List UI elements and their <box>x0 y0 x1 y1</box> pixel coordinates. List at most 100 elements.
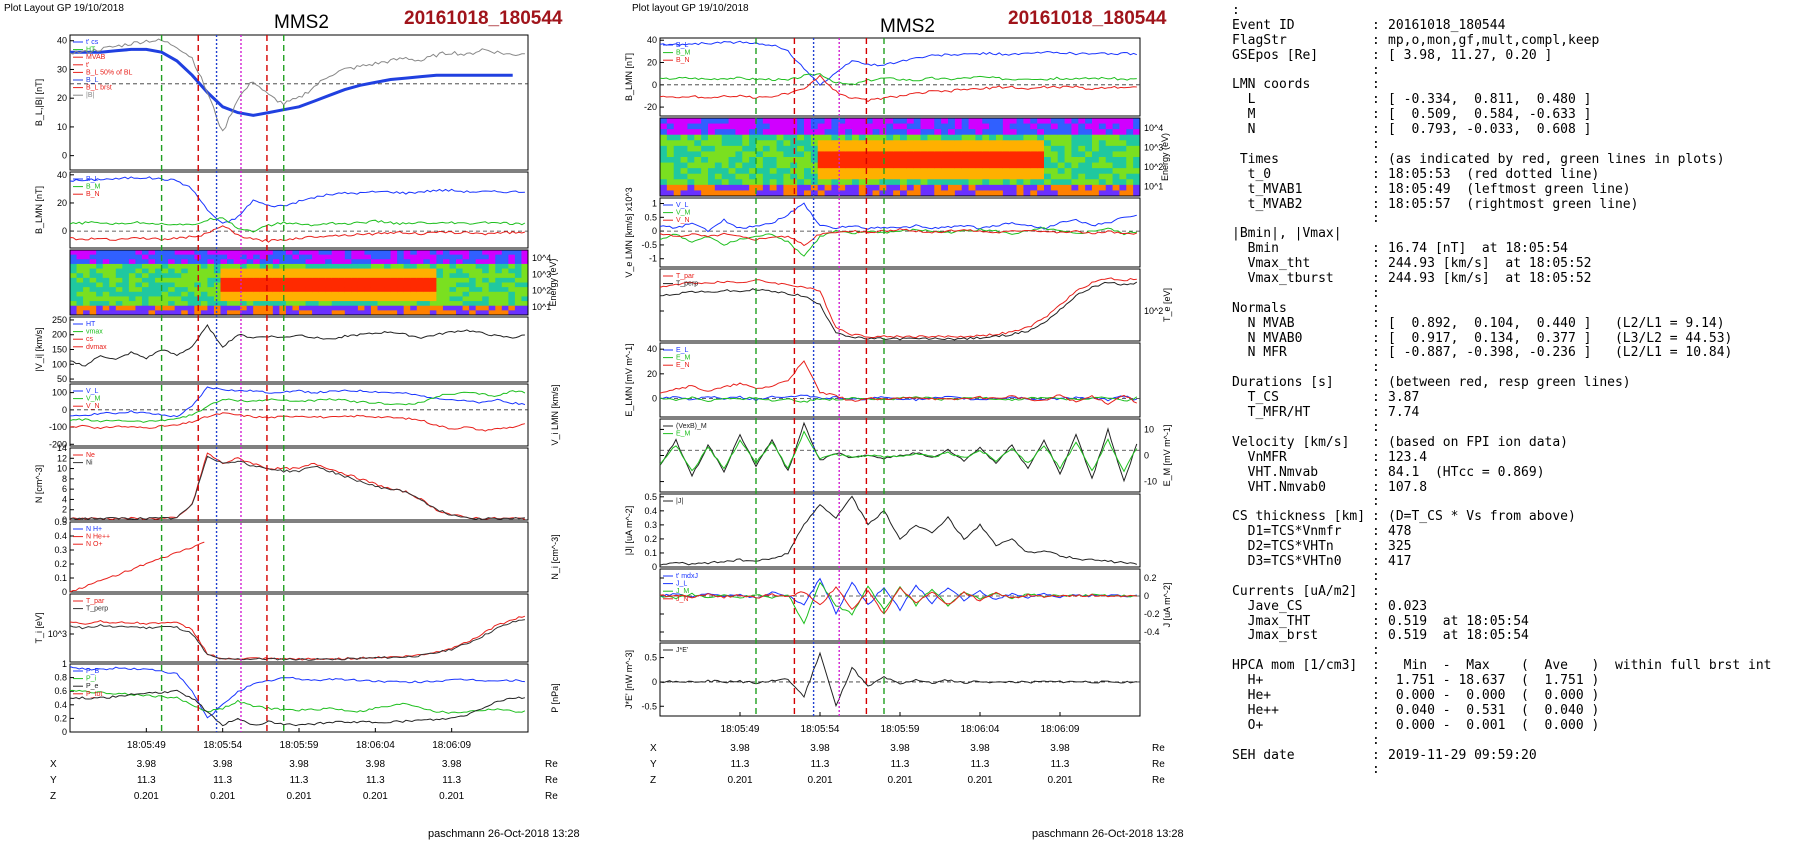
heatmap-cell <box>927 123 935 130</box>
heatmap-cell <box>161 273 169 279</box>
heatmap-cell <box>161 310 169 316</box>
legend-entry: B_L <box>86 77 99 84</box>
heatmap-cell <box>687 129 695 136</box>
heatmap-cell <box>893 151 901 158</box>
heatmap-cell <box>756 173 764 180</box>
heatmap-cell <box>213 250 221 256</box>
heatmap-cell <box>102 296 110 302</box>
heatmap-cell <box>442 277 450 283</box>
heatmap-cell <box>442 263 450 270</box>
heatmap-cell <box>728 173 736 180</box>
heatmap-cell <box>181 301 189 307</box>
heatmap-cell <box>886 151 894 158</box>
heatmap-cell <box>259 296 267 302</box>
heatmap-cell <box>442 301 450 307</box>
heatmap-cell <box>429 282 437 288</box>
heatmap-cell <box>200 254 208 260</box>
heatmap-cell <box>1037 145 1045 152</box>
legend-entry: V_N <box>676 217 690 224</box>
heatmap-cell <box>109 263 117 270</box>
heatmap-cell <box>312 282 320 288</box>
heatmap-cell <box>488 250 496 256</box>
summary-key: He++ <box>1232 702 1279 718</box>
heatmap-cell <box>279 259 287 265</box>
heatmap-cell <box>673 179 682 186</box>
heatmap-cell <box>783 140 791 147</box>
heatmap-cell <box>694 173 702 180</box>
heatmap-cell <box>1112 123 1120 130</box>
heatmap-cell <box>377 268 385 274</box>
series-b-n <box>659 74 1137 103</box>
y-tick-label: -200 <box>49 439 67 449</box>
legend-entry: Ni <box>86 460 93 467</box>
summary-value: (between red, resp green lines) <box>1388 375 1631 391</box>
heatmap-cell <box>377 305 385 311</box>
heatmap-cell <box>227 277 235 283</box>
heatmap-cell <box>660 118 668 125</box>
heatmap-cell <box>442 254 450 260</box>
heatmap-cell <box>364 254 372 260</box>
heatmap-cell <box>148 273 156 279</box>
heatmap-cell <box>442 305 450 311</box>
heatmap-cell <box>872 151 880 158</box>
heatmap-cell <box>1112 168 1120 175</box>
legend-entry: HT <box>86 321 96 328</box>
heatmap-cell <box>266 310 274 316</box>
y-tick-label: 100 <box>52 388 67 398</box>
y-tick-label: -0.4 <box>1144 627 1160 637</box>
heatmap-cell <box>913 157 922 164</box>
heatmap-cell <box>893 173 901 180</box>
heatmap-cell <box>666 190 675 197</box>
heatmap-cell <box>292 291 300 297</box>
heatmap-cell <box>735 168 743 175</box>
heatmap-cell <box>115 250 123 256</box>
heatmap-cell <box>410 273 418 279</box>
legend-entry: V_L <box>676 202 689 209</box>
summary-value: (as indicated by red, green lines in plo… <box>1388 151 1725 167</box>
heatmap-cell <box>115 263 123 270</box>
heatmap-cell <box>449 268 457 274</box>
heatmap-cell <box>810 134 819 141</box>
heatmap-cell <box>155 287 163 293</box>
heatmap-cell <box>508 291 516 297</box>
summary-row: FlagStr: mp,o,mon,gf,mult,compl,keep <box>1210 33 1800 49</box>
heatmap-cell <box>920 184 928 191</box>
heatmap-cell <box>495 291 503 297</box>
heatmap-cell <box>804 168 812 175</box>
heatmap-cell <box>168 263 176 270</box>
heatmap-cell <box>370 301 379 307</box>
heatmap-cell <box>996 134 1004 141</box>
heatmap-cell <box>200 301 208 307</box>
summary-key: N MVAB <box>1232 315 1295 331</box>
heatmap-cell <box>488 305 496 311</box>
panel-frame <box>69 447 529 521</box>
heatmap-cell <box>975 118 983 125</box>
heatmap-cell <box>797 129 805 136</box>
heatmap-cell <box>384 263 392 270</box>
heatmap-cell <box>762 123 771 130</box>
y-tick-label: 150 <box>52 345 67 355</box>
legend-entry: B_N <box>86 191 100 198</box>
heatmap-cell <box>666 134 675 141</box>
heatmap-cell <box>266 287 274 293</box>
heatmap-cell <box>804 184 812 191</box>
heatmap-cell <box>462 301 470 307</box>
heatmap-cell <box>1044 123 1052 130</box>
heatmap-cell <box>89 301 97 307</box>
heatmap-cell <box>934 173 942 180</box>
heatmap-cell <box>1009 157 1018 164</box>
heatmap-cell <box>982 157 990 164</box>
legend-entry: E_M <box>676 355 691 362</box>
y-tick-label: 0 <box>62 226 67 236</box>
heatmap-cell <box>1092 179 1100 186</box>
heatmap-cell <box>246 277 254 283</box>
heatmap-cell <box>749 134 757 141</box>
heatmap-cell <box>351 287 359 293</box>
heatmap-cell <box>200 310 208 316</box>
heatmap-cell <box>344 305 352 311</box>
heatmap-cell <box>128 291 136 297</box>
series-j-l <box>659 577 1137 616</box>
heatmap-cell <box>776 129 784 136</box>
